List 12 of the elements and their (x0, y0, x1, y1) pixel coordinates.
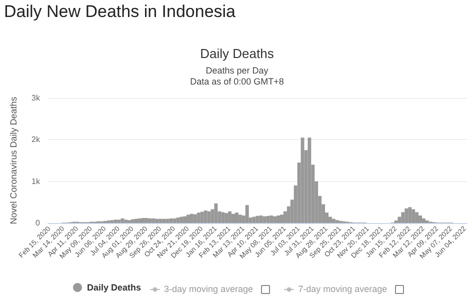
text: Data as of 0:00 GMT+8 (190, 76, 284, 86)
y-tick-label: 0 (36, 218, 41, 228)
text: 3-day moving average (164, 284, 254, 294)
legend-label: Daily Deaths (87, 282, 142, 292)
y-tick-label: 1k (32, 176, 41, 186)
chart-subtitle: Daily Deaths (200, 46, 274, 61)
text: Deaths per Day (206, 66, 269, 76)
y-axis-title: Novel Coronavirus Daily Deaths (8, 96, 18, 224)
chart-title: Daily New Deaths in Indonesia (4, 2, 236, 22)
y-tick-label: 3k (32, 94, 41, 102)
text: 7-day moving average (298, 284, 388, 294)
y-tick-label: 2k (32, 135, 41, 144)
